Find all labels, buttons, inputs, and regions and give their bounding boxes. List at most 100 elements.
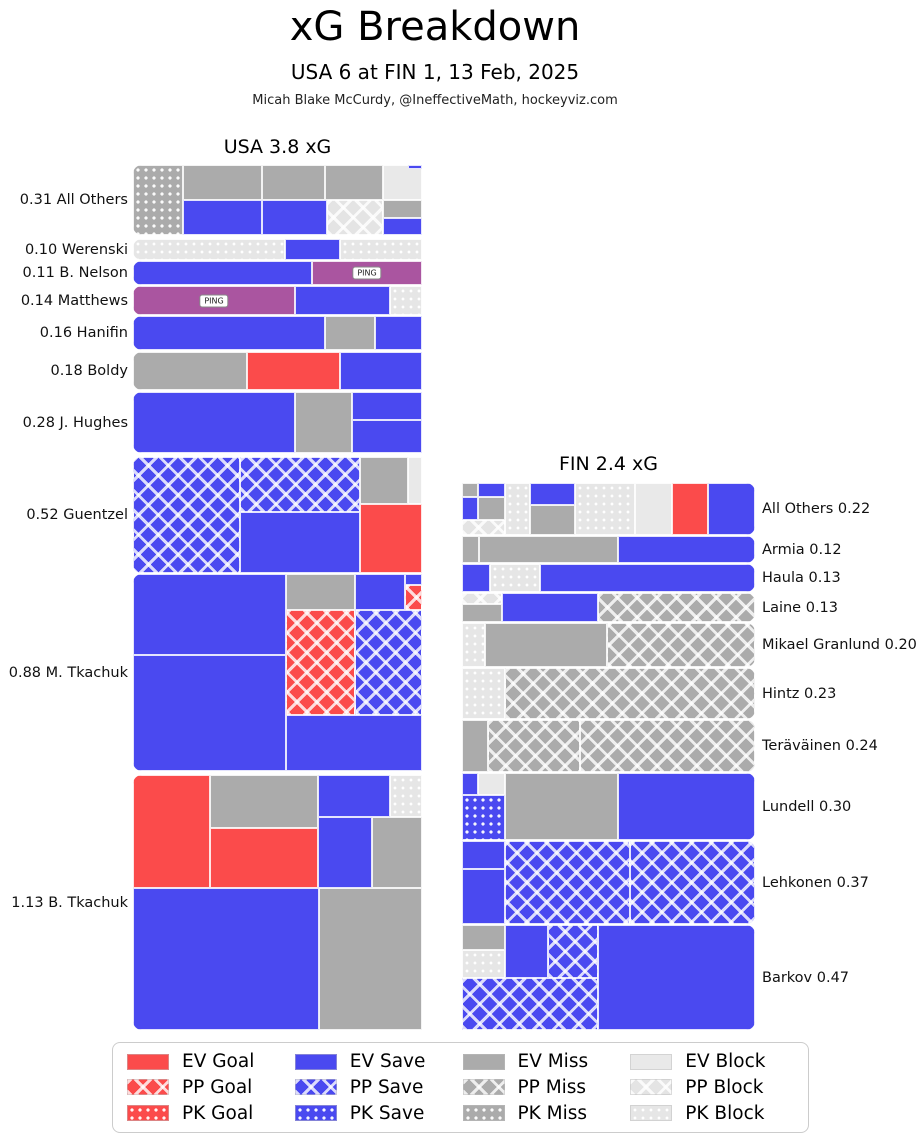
shot-block-evMiss [286,574,355,610]
treemap-row-usa-3: PING [133,286,422,315]
legend-label: EV Block [685,1051,766,1073]
shot-block-evBlock [383,165,422,200]
shot-block-evSave [318,775,390,817]
usa-header: USA 3.8 xG [223,136,332,158]
shot-block-evSave [352,420,422,453]
shot-block-evSave [340,352,422,390]
row-label-fin-5: Hintz 0.23 [762,685,837,702]
legend-swatch-ppBlock [630,1079,673,1096]
shot-block-evSave [502,593,598,622]
shot-block-pkBlock [390,775,422,817]
shot-block-pkBlock [462,668,505,719]
shot-block-evSave [540,564,755,592]
shot-block-evSave [462,564,490,592]
shot-block-ppGoal [405,585,422,610]
treemap-row-usa-2: PING [133,261,422,285]
legend-swatch-ppGoal [127,1079,169,1096]
legend-label: EV Miss [517,1051,589,1073]
row-label-fin-7: Lundell 0.30 [762,798,852,815]
legend-item-pkMiss: PK Miss [462,1102,631,1124]
row-label-usa-3: 0.14 Matthews [20,292,128,309]
shot-block-evGoal [133,775,210,888]
shot-block-evMiss [319,888,422,1030]
shot-block-evSave [462,497,478,520]
shot-block-evMiss [183,165,262,200]
shot-block-evMiss [325,165,383,200]
legend-swatch-ppMiss [462,1079,505,1096]
ping-badge: PING [352,266,382,280]
shot-block-pkBlock [462,623,485,667]
shot-block-evSave [133,316,325,350]
shot-block-evMiss [210,775,318,828]
shot-block-ppSave [133,457,240,573]
shot-block-evMiss [372,817,422,888]
shot-block-pkBlock [133,239,285,260]
shot-block-ppSave [505,841,630,924]
legend-swatch-evBlock [630,1053,673,1070]
shot-block-evSave [318,817,372,888]
shot-block-pkBlock [490,564,540,592]
shot-block-evSave [352,392,422,420]
shot-block-evSave [262,200,327,235]
treemap-row-fin-2 [462,564,755,592]
shot-block-evSave [133,392,295,453]
treemap-row-usa-9 [133,775,422,1030]
shot-block-evSave [240,512,360,573]
treemap-row-usa-8 [133,574,422,771]
treemap-row-fin-0 [462,483,755,535]
shot-block-ppBlock [327,200,383,235]
legend-label: PP Block [685,1076,764,1098]
legend-swatch-pkSave [294,1105,337,1122]
row-label-fin-8: Lehkonen 0.37 [762,874,869,891]
legend-label: PK Save [349,1102,425,1124]
legend-label: EV Save [349,1051,426,1073]
treemap-row-fin-8 [462,841,755,924]
shot-block-evSave [408,165,422,169]
legend-item-evSave: EV Save [294,1051,463,1073]
treemap-row-usa-7 [133,457,422,573]
shot-block-ping: PING [133,286,295,315]
row-label-usa-6: 0.28 J. Hughes [22,414,128,431]
row-label-fin-9: Barkov 0.47 [762,969,850,986]
legend-item-ppMiss: PP Miss [462,1077,631,1098]
shot-block-evBlock [478,773,505,795]
shot-block-evGoal [247,352,340,390]
shot-block-ppSave [240,457,360,512]
shot-block-ppSave [462,978,598,1030]
shot-block-evSave [598,925,755,1030]
treemap-row-fin-3 [462,593,755,622]
legend-item-evBlock: EV Block [630,1051,798,1072]
shot-block-evSave [285,239,340,260]
row-label-fin-2: Haula 0.13 [762,570,841,586]
shot-block-evMiss [462,536,479,563]
shot-block-evBlock [408,457,422,504]
shot-block-evMiss [478,497,505,520]
legend: EV Goal EV Save EV Miss EV Block PP Goal PP S… [112,1042,809,1133]
shot-block-evMiss [383,200,422,218]
shot-block-pkSave [462,795,505,840]
legend-label: PK Miss [517,1102,588,1124]
shot-block-evMiss [530,505,575,535]
row-label-fin-1: Armia 0.12 [762,541,842,558]
shot-block-evMiss [133,352,247,390]
row-label-fin-0: All Others 0.22 [762,501,871,517]
legend-swatch-evMiss [462,1053,505,1070]
shot-block-evSave [462,869,505,924]
legend-item-ppSave: PP Save [294,1077,463,1098]
shot-block-evMiss [262,165,325,200]
shot-block-evSave [462,773,478,795]
shot-block-evSave [286,715,422,771]
legend-swatch-ppSave [294,1079,337,1096]
shot-block-evSave [708,483,755,535]
shot-block-evMiss [462,925,505,950]
treemap-row-fin-4 [462,623,755,667]
shot-block-pkBlock [390,286,422,315]
legend-swatch-pkGoal [127,1105,169,1122]
shot-block-evSave [383,218,422,235]
shot-block-evSave [505,925,548,978]
shot-block-evSave [295,286,390,315]
shot-block-evSave [405,574,422,585]
shot-block-evMiss [325,316,375,350]
shot-block-evSave [133,261,312,285]
shot-block-evSave [478,483,505,497]
